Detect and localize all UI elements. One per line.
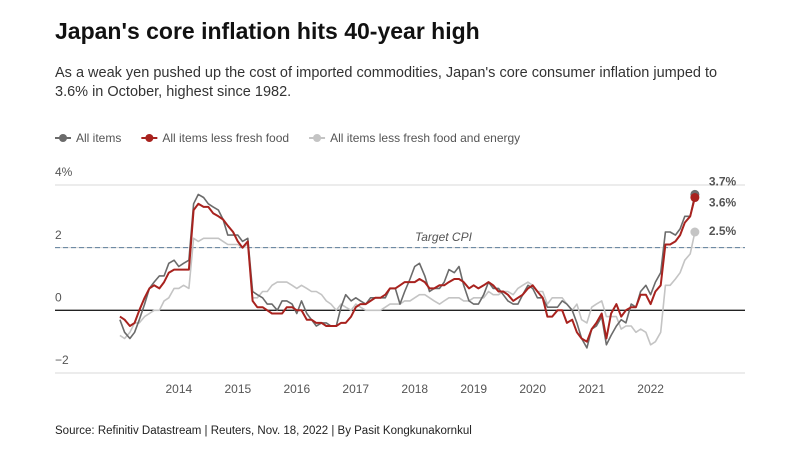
y-tick-label: 4% bbox=[55, 165, 73, 179]
end-label: 3.7% bbox=[709, 175, 737, 189]
x-tick-label: 2021 bbox=[578, 382, 605, 396]
x-tick-label: 2016 bbox=[283, 382, 310, 396]
chart-title: Japan's core inflation hits 40-year high bbox=[55, 18, 480, 44]
x-tick-label: 2019 bbox=[460, 382, 487, 396]
legend-dot bbox=[145, 134, 154, 142]
legend-label: All items bbox=[76, 131, 121, 145]
series-line bbox=[119, 193, 696, 349]
end-dot bbox=[690, 227, 700, 237]
x-tick-label: 2015 bbox=[224, 382, 251, 396]
end-label: 3.6% bbox=[709, 196, 737, 210]
source-note: Source: Refinitiv Datastream | Reuters, … bbox=[55, 425, 472, 437]
chart-subtitle: As a weak yen pushed up the cost of impo… bbox=[55, 65, 718, 100]
end-label: 2.5% bbox=[709, 224, 737, 238]
legend-dot bbox=[313, 134, 322, 142]
end-dot bbox=[690, 193, 700, 203]
series-line bbox=[119, 231, 696, 346]
x-tick-label: 2017 bbox=[342, 382, 369, 396]
y-tick-label: 2 bbox=[55, 228, 62, 242]
y-tick-label: 0 bbox=[55, 291, 62, 305]
legend-label: All items less fresh food and energy bbox=[330, 131, 520, 145]
legend-label: All items less fresh food bbox=[162, 131, 289, 145]
x-tick-label: 2020 bbox=[519, 382, 546, 396]
target-label: Target CPI bbox=[415, 230, 473, 244]
x-tick-label: 2018 bbox=[401, 382, 428, 396]
series-line bbox=[119, 197, 696, 343]
x-tick-label: 2022 bbox=[637, 382, 664, 396]
y-tick-label: −2 bbox=[55, 353, 69, 367]
legend-dot bbox=[59, 134, 67, 142]
x-tick-label: 2014 bbox=[165, 382, 192, 396]
